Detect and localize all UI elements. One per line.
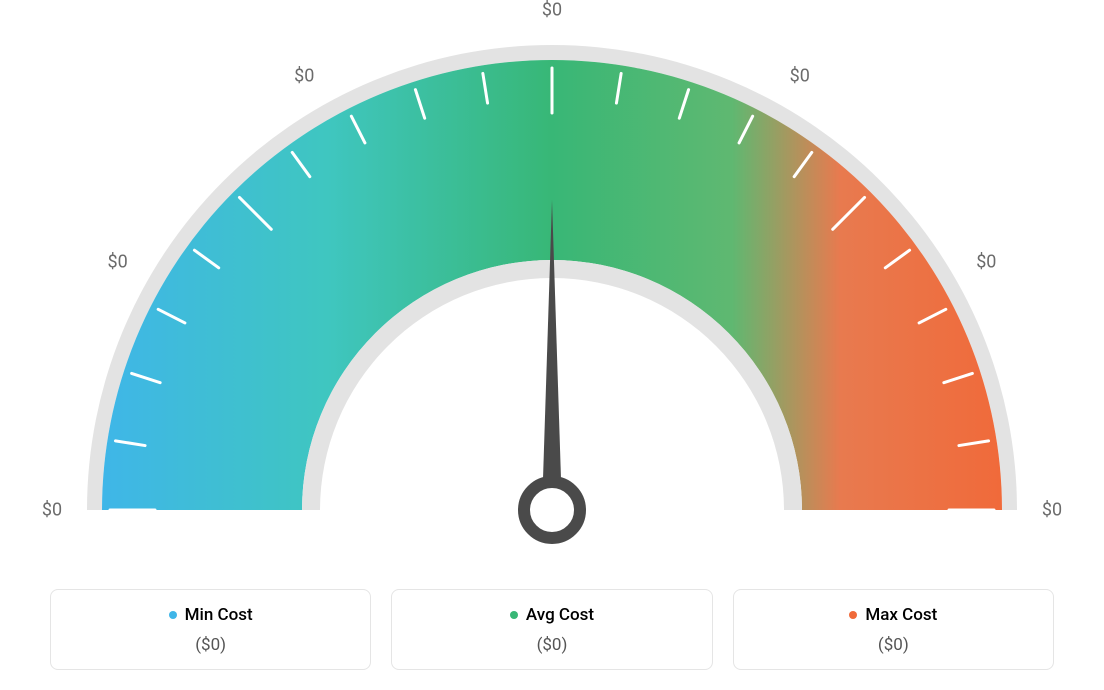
legend-card-min: Min Cost ($0) — [50, 589, 371, 670]
legend-title-max: Max Cost — [849, 605, 937, 625]
legend-row: Min Cost ($0) Avg Cost ($0) Max Cost ($0… — [50, 589, 1054, 670]
gauge-tick-label: $0 — [294, 65, 314, 86]
dot-icon — [169, 611, 177, 619]
legend-title-min: Min Cost — [169, 605, 253, 625]
legend-value-min: ($0) — [61, 635, 360, 655]
gauge-tick-label: $0 — [790, 65, 810, 86]
legend-label: Max Cost — [865, 605, 937, 625]
gauge-svg — [0, 0, 1104, 560]
gauge-tick-label: $0 — [1042, 500, 1062, 521]
gauge-tick-label: $0 — [542, 0, 562, 21]
dot-icon — [849, 611, 857, 619]
legend-card-max: Max Cost ($0) — [733, 589, 1054, 670]
gauge-tick-label: $0 — [976, 252, 996, 273]
legend-value-max: ($0) — [744, 635, 1043, 655]
dot-icon — [510, 611, 518, 619]
legend-title-avg: Avg Cost — [510, 605, 594, 625]
legend-value-avg: ($0) — [402, 635, 701, 655]
gauge-chart: $0 $0 $0 $0 $0 $0 $0 — [0, 0, 1104, 560]
gauge-tick-label: $0 — [42, 500, 62, 521]
legend-label: Min Cost — [185, 605, 253, 625]
gauge-tick-label: $0 — [108, 252, 128, 273]
legend-label: Avg Cost — [526, 605, 594, 625]
legend-card-avg: Avg Cost ($0) — [391, 589, 712, 670]
